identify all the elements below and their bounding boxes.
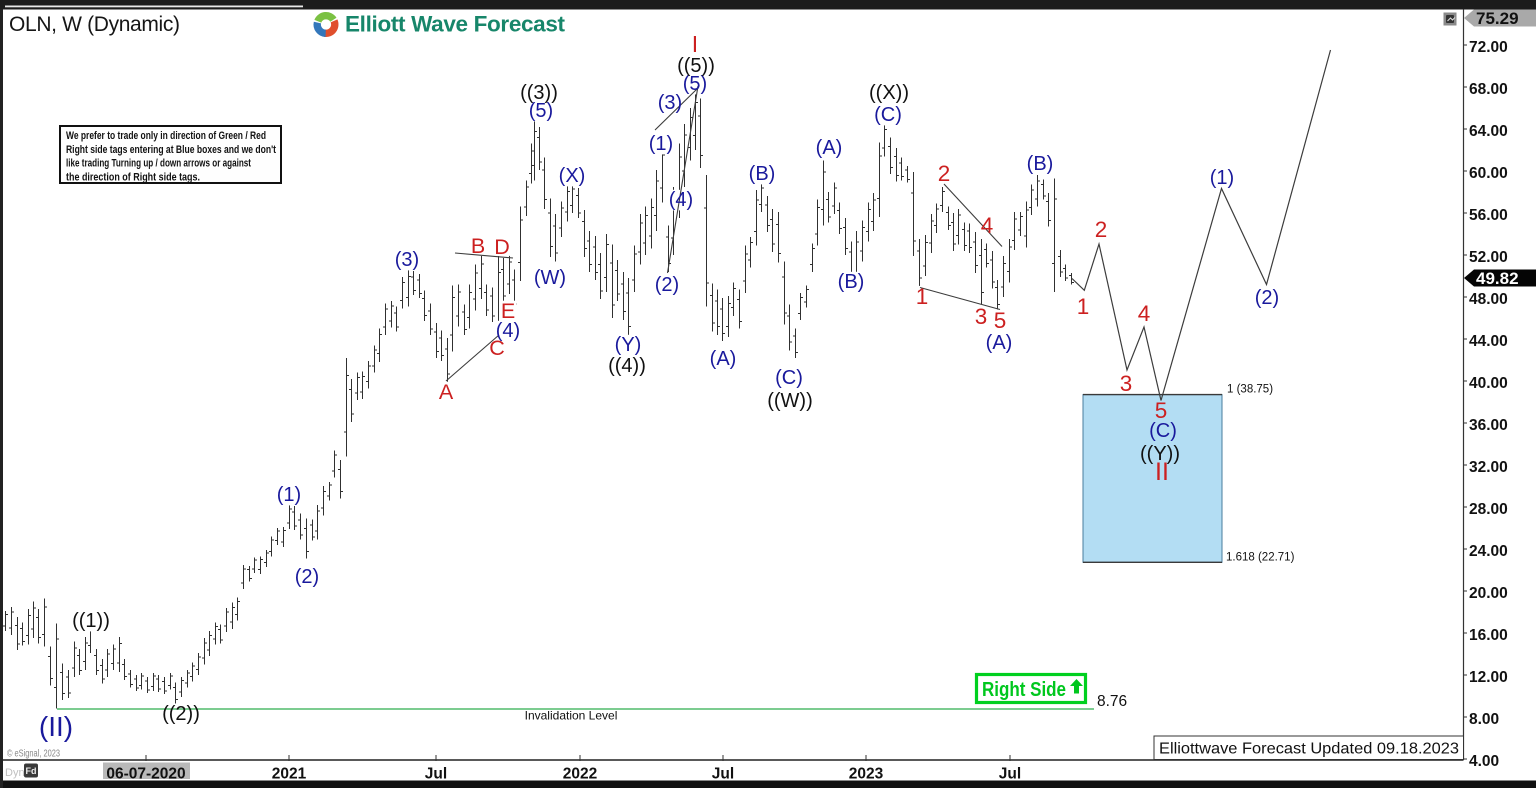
svg-text:((5)): ((5))	[677, 55, 715, 77]
svg-text:OLN, W (Dynamic): OLN, W (Dynamic)	[9, 13, 180, 36]
svg-text:Jul: Jul	[425, 766, 447, 783]
svg-text:(4): (4)	[496, 320, 520, 342]
svg-text:(Y): (Y)	[615, 334, 642, 356]
svg-text:60.00: 60.00	[1469, 165, 1508, 182]
svg-text:I: I	[692, 31, 698, 57]
svg-text:(1): (1)	[277, 484, 301, 506]
svg-text:44.00: 44.00	[1469, 333, 1508, 350]
svg-text:8.76: 8.76	[1097, 693, 1127, 710]
svg-text:II: II	[1155, 458, 1169, 486]
svg-text:((Y)): ((Y))	[1140, 443, 1180, 465]
svg-text:(1): (1)	[1210, 167, 1234, 189]
svg-text:the direction of Right side ta: the direction of Right side tags.	[66, 171, 200, 183]
svg-text:((1)): ((1))	[72, 610, 110, 632]
svg-text:48.00: 48.00	[1469, 291, 1508, 308]
svg-text:1: 1	[1077, 294, 1090, 319]
svg-text:Elliott Wave Forecast: Elliott Wave Forecast	[345, 12, 566, 37]
svg-text:1: 1	[916, 284, 929, 309]
svg-text:3: 3	[1120, 371, 1133, 396]
svg-text:© eSignal, 2023: © eSignal, 2023	[7, 749, 60, 760]
svg-text:(2): (2)	[655, 274, 679, 296]
svg-text:4: 4	[981, 213, 994, 238]
svg-text:24.00: 24.00	[1469, 543, 1508, 560]
svg-text:(C): (C)	[1149, 420, 1177, 442]
svg-text:like trading Turning up / down: like trading Turning up / down arrows or…	[66, 158, 251, 170]
svg-text:We prefer to trade only in dir: We prefer to trade only in direction of …	[66, 130, 266, 142]
svg-text:(5): (5)	[683, 73, 707, 95]
svg-text:(B): (B)	[749, 163, 776, 185]
svg-text:Elliottwave Forecast Updated 0: Elliottwave Forecast Updated 09.18.2023	[1159, 741, 1459, 758]
svg-text:(W): (W)	[534, 267, 566, 289]
svg-text:(A): (A)	[986, 332, 1013, 354]
svg-text:2: 2	[938, 161, 951, 186]
svg-text:72.00: 72.00	[1469, 39, 1508, 56]
svg-text:2: 2	[1095, 217, 1108, 242]
svg-text:2021: 2021	[272, 766, 307, 783]
svg-text:1 (38.75): 1 (38.75)	[1227, 384, 1273, 396]
svg-text:(3): (3)	[658, 92, 682, 114]
svg-text:B: B	[471, 234, 485, 258]
svg-text:2023: 2023	[849, 766, 884, 783]
svg-text:E: E	[501, 299, 515, 323]
svg-text:49.82: 49.82	[1476, 269, 1519, 288]
svg-text:A: A	[439, 380, 454, 404]
svg-text:(3): (3)	[395, 249, 419, 271]
svg-text:(1): (1)	[649, 133, 673, 155]
svg-text:(X): (X)	[559, 165, 586, 187]
svg-text:((W)): ((W))	[767, 390, 813, 412]
svg-text:4: 4	[1138, 301, 1151, 326]
svg-text:4.00: 4.00	[1469, 753, 1499, 770]
svg-text:06-07-2020: 06-07-2020	[106, 766, 185, 783]
svg-text:(C): (C)	[874, 104, 902, 126]
svg-text:36.00: 36.00	[1469, 417, 1508, 434]
svg-text:((3)): ((3))	[520, 82, 558, 104]
svg-text:8.00: 8.00	[1469, 711, 1499, 728]
svg-text:5: 5	[1155, 398, 1168, 423]
svg-text:52.00: 52.00	[1469, 249, 1508, 266]
svg-text:((4)): ((4))	[608, 355, 646, 377]
svg-text:2022: 2022	[563, 766, 597, 783]
svg-text:(2): (2)	[295, 566, 319, 588]
svg-text:28.00: 28.00	[1469, 501, 1508, 518]
svg-text:(2): (2)	[1255, 287, 1279, 309]
svg-text:68.00: 68.00	[1469, 81, 1508, 98]
svg-text:Jul: Jul	[999, 766, 1021, 783]
svg-text:(A): (A)	[710, 348, 737, 370]
svg-text:Invalidation Level: Invalidation Level	[525, 709, 618, 723]
svg-text:(B): (B)	[1027, 153, 1054, 175]
svg-text:(II): (II)	[39, 711, 73, 742]
svg-text:Dyn: Dyn	[5, 767, 25, 779]
svg-text:Jul: Jul	[712, 766, 734, 783]
svg-text:(A): (A)	[816, 137, 843, 159]
svg-text:((X)): ((X))	[869, 82, 909, 104]
svg-text:((2)): ((2))	[162, 703, 200, 725]
svg-text:(5): (5)	[529, 100, 553, 122]
svg-text:3: 3	[975, 304, 988, 329]
svg-text:75.29: 75.29	[1476, 9, 1519, 28]
svg-text:12.00: 12.00	[1469, 669, 1508, 686]
svg-text:Right side tags entering at Bl: Right side tags entering at Blue boxes a…	[66, 144, 276, 156]
svg-text:(4): (4)	[669, 189, 693, 211]
svg-text:32.00: 32.00	[1469, 459, 1508, 476]
svg-text:5: 5	[994, 308, 1007, 333]
svg-text:20.00: 20.00	[1469, 585, 1508, 602]
svg-text:64.00: 64.00	[1469, 123, 1508, 140]
svg-text:40.00: 40.00	[1469, 375, 1508, 392]
svg-text:D: D	[494, 235, 510, 259]
svg-text:1.618 (22.71): 1.618 (22.71)	[1226, 552, 1295, 564]
svg-text:56.00: 56.00	[1469, 207, 1508, 224]
svg-text:16.00: 16.00	[1469, 627, 1508, 644]
svg-text:C: C	[489, 336, 505, 360]
svg-text:(B): (B)	[838, 271, 865, 293]
svg-text:Fd: Fd	[26, 766, 37, 776]
svg-text:Right Side: Right Side	[982, 679, 1066, 701]
svg-text:(C): (C)	[775, 367, 803, 389]
